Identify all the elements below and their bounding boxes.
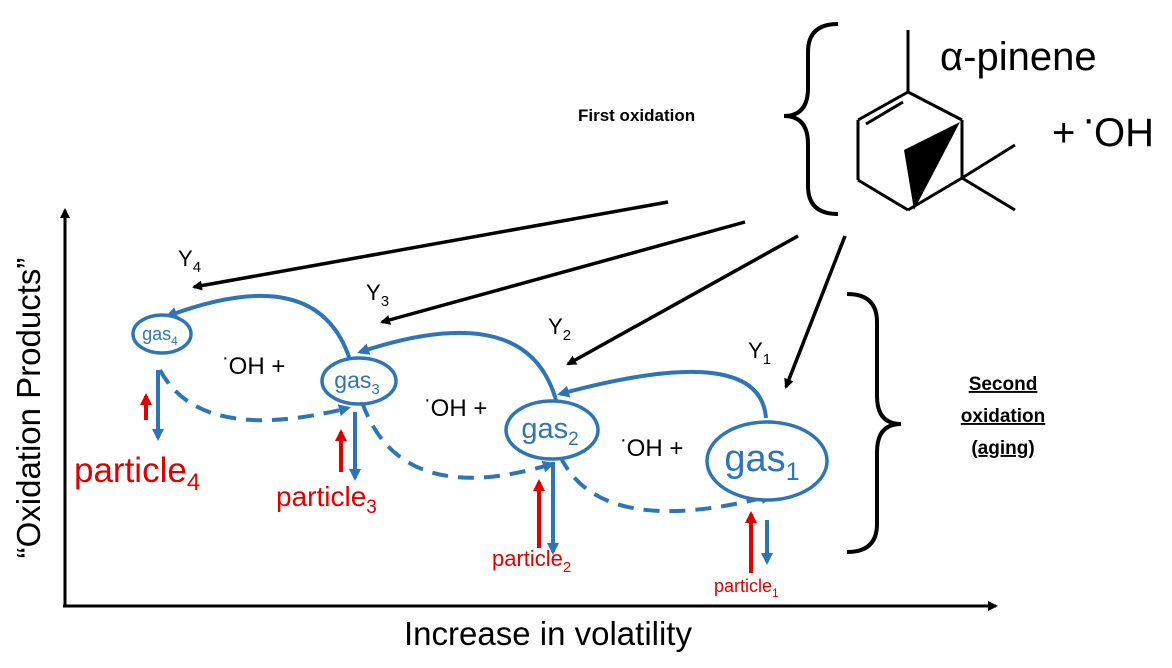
particle2-label: particle2 bbox=[492, 546, 571, 576]
second-oxidation-line3: (aging) bbox=[971, 438, 1034, 459]
gas1-ellipse bbox=[705, 420, 829, 502]
oh-plus-label-3: ·OH + bbox=[620, 429, 683, 462]
particle1-label: particle1 bbox=[714, 576, 779, 600]
aging-arrow-gas2-to-gas3 bbox=[357, 330, 559, 405]
gas2-ellipse bbox=[504, 399, 600, 461]
arrow-to-gas3 bbox=[380, 220, 746, 325]
second-oxidation-line1: Second bbox=[969, 374, 1038, 395]
oh-plus-label-2: ·OH + bbox=[424, 389, 487, 422]
gas3-label: gas3 bbox=[334, 367, 379, 398]
yield-label-1: Y1 bbox=[748, 338, 771, 368]
aging-arrow-gas1-to-gas2 bbox=[557, 369, 768, 419]
first-oxidation-arrows bbox=[192, 200, 847, 389]
first-oxidation-label: First oxidation bbox=[578, 106, 695, 125]
dashed-arrow-gas3-to-gas2 bbox=[360, 401, 555, 480]
second-oxidation-line2: oxidation bbox=[961, 406, 1045, 427]
aging-arrows bbox=[165, 293, 768, 419]
yield-label-2: Y2 bbox=[548, 314, 571, 344]
gas3-ellipse bbox=[320, 356, 398, 406]
arrow-to-gas2 bbox=[566, 234, 799, 366]
gas1-label: gas1 bbox=[724, 438, 799, 486]
arrow-to-gas4 bbox=[192, 200, 669, 291]
dashed-arrows bbox=[158, 369, 773, 513]
second-oxidation-brace bbox=[846, 292, 902, 554]
gas2-label: gas2 bbox=[521, 413, 578, 450]
reactant-plus: + bbox=[1052, 111, 1075, 155]
y-axis-label: “Oxidation Products” bbox=[10, 258, 47, 559]
yield-label-4: Y4 bbox=[178, 246, 201, 276]
aging-arrow-gas3-to-gas4 bbox=[165, 293, 352, 361]
arrow-to-gas1 bbox=[784, 235, 847, 389]
yield-label-3: Y3 bbox=[366, 280, 389, 310]
first-oxidation-brace bbox=[783, 22, 839, 216]
alpha-pinene-structure bbox=[856, 30, 1016, 212]
reactant-oh-dot: · bbox=[1082, 97, 1095, 141]
gas4-label: gas4 bbox=[142, 324, 178, 348]
dashed-arrow-gas2-to-gas1 bbox=[558, 455, 773, 513]
dashed-arrow-gas4-to-gas3 bbox=[158, 369, 351, 423]
wedge-bond bbox=[904, 122, 960, 210]
reactant-name: α-pinene bbox=[940, 35, 1097, 79]
partition-arrows bbox=[140, 370, 773, 573]
reactant-oh: OH bbox=[1094, 111, 1154, 155]
particle4-label: particle4 bbox=[74, 451, 200, 496]
axes: “Oxidation Products” Increase in volatil… bbox=[10, 208, 998, 652]
x-axis-label: Increase in volatility bbox=[404, 615, 692, 652]
oh-plus-label-1: ·OH + bbox=[222, 347, 285, 380]
gas4-ellipse bbox=[131, 313, 193, 355]
particle3-label: particle3 bbox=[276, 481, 377, 518]
